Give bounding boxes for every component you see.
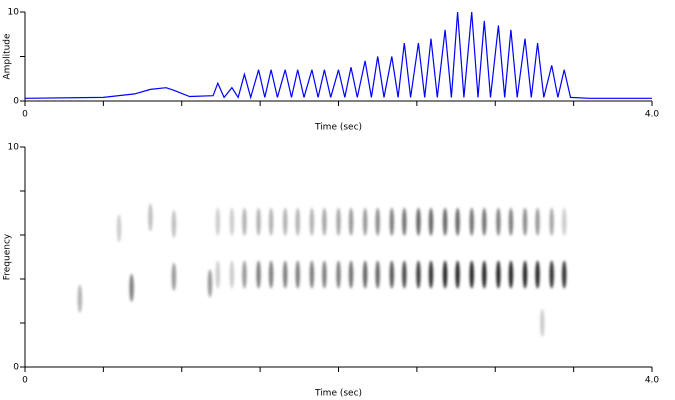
x-axis-label: Time (sec) — [314, 389, 362, 399]
spectrogram-cell — [508, 260, 514, 289]
spectrogram-cell — [469, 207, 474, 236]
spectrogram-cell — [171, 262, 177, 291]
spectrogram-cell — [375, 207, 380, 236]
spectrogram-cell — [215, 260, 221, 289]
x-tick-label: 4.0 — [645, 376, 660, 386]
spectrogram-cell — [540, 309, 545, 337]
x-tick-label: 4.0 — [645, 110, 660, 120]
spectrogram-cell — [207, 269, 213, 298]
spectrogram-cell — [455, 260, 460, 289]
spectrogram-cell — [416, 260, 421, 289]
spectrogram-cell — [402, 260, 407, 289]
spectrogram-cell — [442, 207, 448, 236]
spectrogram-cell — [549, 207, 554, 236]
spectrogram-cell — [309, 260, 315, 289]
spectrogram-cell — [535, 207, 540, 236]
spectrogram-cell — [283, 207, 288, 236]
waveform-line — [24, 11, 652, 100]
spectrogram-cell — [77, 284, 83, 313]
spectrogram-cell — [283, 260, 288, 289]
spectrogram-cell — [256, 207, 261, 236]
spectrogram-cell — [348, 260, 354, 289]
y-axis-label: Frequency — [3, 233, 13, 280]
spectrogram-cell — [336, 260, 341, 289]
y-axis-label: Amplitude — [3, 33, 13, 80]
spectrogram-cell — [322, 207, 327, 236]
spectrogram-cell — [375, 260, 380, 289]
spectrogram-cell — [148, 203, 153, 232]
spectrogram-cell — [348, 207, 354, 236]
spectrogram-cell — [562, 260, 567, 289]
spectrogram-cell — [482, 260, 487, 289]
spectrogram-cell — [389, 207, 394, 236]
spectrogram-cell — [215, 207, 221, 236]
spectrogram-cell — [482, 207, 487, 236]
y-tick-label: 10 — [8, 143, 20, 153]
spectrogram-cell — [549, 260, 554, 289]
spectrogram-cell — [295, 260, 300, 289]
spectrogram-cell — [562, 207, 567, 236]
spectrogram-cell — [295, 207, 300, 236]
spectrogram-cell — [496, 207, 501, 236]
y-tick-label: 0 — [13, 363, 19, 373]
spectrogram-cell — [129, 273, 134, 302]
spectrogram-cell — [522, 207, 528, 236]
spectrogram-cell — [389, 260, 394, 289]
x-tick-label: 0 — [22, 376, 28, 386]
spectrogram-cell — [309, 207, 315, 236]
spectrogram-cell — [496, 260, 501, 289]
spectrogram-cell — [362, 207, 368, 236]
spectrogram-cell — [322, 260, 327, 289]
spectrogram-cell — [416, 207, 421, 236]
spectrogram-cell — [428, 207, 434, 236]
spectrogram-cell — [402, 207, 407, 236]
spectrogram-cell — [442, 260, 448, 289]
spectrogram-cell — [469, 260, 474, 289]
spectrogram-cell — [229, 260, 235, 289]
spectrogram-cell — [229, 207, 235, 236]
spectrogram-cell — [362, 260, 368, 289]
spectrogram-cell — [256, 260, 261, 289]
y-tick-label: 0 — [13, 97, 19, 107]
y-tick-label: 10 — [8, 8, 20, 18]
spectrogram-cell — [268, 207, 274, 236]
spectrogram-cell — [336, 207, 341, 236]
spectrogram-cell — [116, 214, 122, 243]
spectrogram-cell — [242, 260, 247, 289]
spectrogram-cell — [535, 260, 540, 289]
spectrogram-cell — [242, 207, 247, 236]
x-axis-label: Time (sec) — [314, 123, 362, 133]
x-tick-label: 0 — [22, 110, 28, 120]
spectrogram-cell — [428, 260, 434, 289]
spectrogram-cell — [171, 210, 177, 238]
spectrogram-cell — [268, 260, 274, 289]
spectrogram-cell — [522, 260, 528, 289]
spectrogram-cell — [508, 207, 514, 236]
spectrogram-cell — [455, 207, 460, 236]
